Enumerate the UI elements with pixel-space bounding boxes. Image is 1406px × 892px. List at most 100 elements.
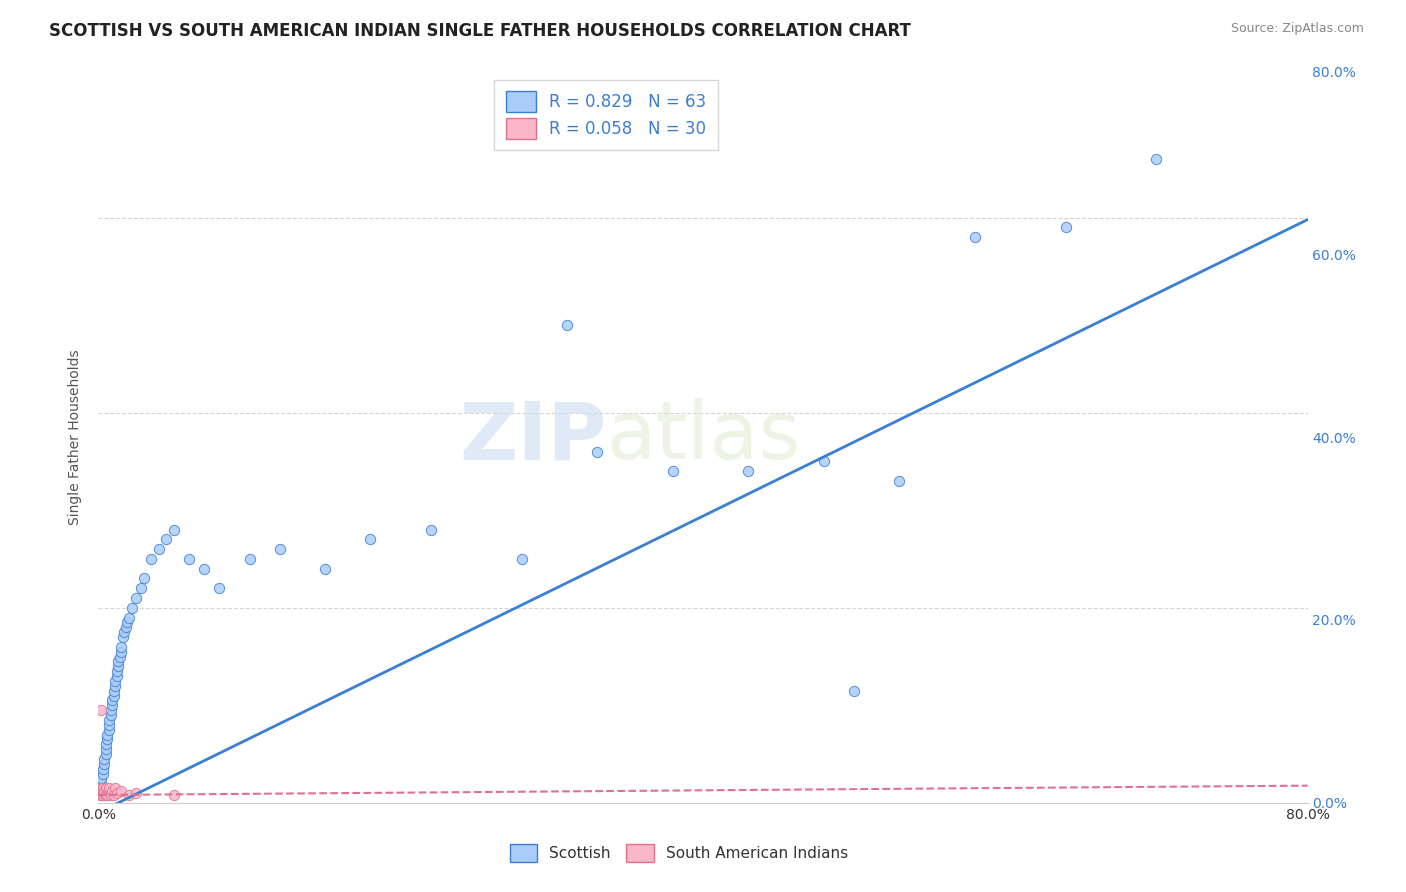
Point [193,562,215,576]
Point [89,784,111,798]
Point [110,784,132,798]
Point [98,718,121,732]
Point [555,318,578,332]
Point [89,786,111,800]
Point [89,786,111,800]
Point [98,713,121,727]
Point [89,781,111,796]
Point [104,781,127,796]
Point [100,703,122,717]
Point [87,781,110,796]
Point [114,620,136,634]
Point [98,781,121,796]
Point [844,683,866,698]
Point [89,788,111,802]
Point [90,784,112,798]
Point [125,786,148,800]
Point [118,788,141,802]
Point [889,474,911,488]
Point [96,788,118,802]
Point [586,444,609,458]
Point [101,698,124,713]
Point [115,615,138,630]
Text: Source: ZipAtlas.com: Source: ZipAtlas.com [1230,22,1364,36]
Point [103,788,125,802]
Point [101,693,124,707]
Point [129,581,152,595]
Point [269,542,291,557]
Point [208,581,231,595]
Point [179,552,201,566]
Point [737,464,759,478]
Point [93,786,115,800]
Point [96,732,118,747]
Point [93,784,115,798]
Point [104,673,127,688]
Point [420,523,443,537]
Point [107,654,129,668]
Point [965,230,987,244]
Point [118,610,141,624]
Point [98,723,121,737]
Legend: Scottish, South American Indians: Scottish, South American Indians [503,838,853,868]
Point [1054,220,1077,235]
Point [110,645,132,659]
Point [90,786,112,800]
Point [148,542,170,557]
Point [90,776,112,790]
Point [96,727,118,741]
Point [93,752,115,766]
Point [108,649,131,664]
Point [94,747,117,761]
Point [96,786,118,800]
Point [105,786,128,800]
Point [141,552,163,566]
Point [93,756,115,771]
Point [360,533,382,547]
Point [98,784,121,798]
Point [813,454,835,468]
Point [125,591,148,605]
Point [1144,152,1167,166]
Point [90,781,112,796]
Y-axis label: Single Father Households: Single Father Households [69,350,83,524]
Point [94,737,117,751]
Point [101,784,124,798]
Point [111,630,134,644]
Point [90,703,112,717]
Point [90,772,112,786]
Point [103,683,125,698]
Point [94,781,117,796]
Point [94,742,117,756]
Point [112,625,135,640]
Point [100,786,122,800]
Point [132,572,155,586]
Point [163,523,186,537]
Point [110,640,132,654]
Text: SCOTTISH VS SOUTH AMERICAN INDIAN SINGLE FATHER HOUSEHOLDS CORRELATION CHART: SCOTTISH VS SOUTH AMERICAN INDIAN SINGLE… [49,22,911,40]
Point [91,781,114,796]
Point [314,562,336,576]
Point [91,766,114,780]
Point [94,788,117,802]
Point [103,689,125,703]
Point [239,552,262,566]
Point [510,552,533,566]
Point [661,464,683,478]
Point [91,788,114,802]
Point [100,788,122,802]
Point [105,669,128,683]
Point [163,788,186,802]
Point [104,679,127,693]
Text: atlas: atlas [606,398,800,476]
Point [155,533,177,547]
Point [121,600,143,615]
Point [100,708,122,723]
Point [87,786,110,800]
Text: ZIP: ZIP [458,398,606,476]
Point [107,659,129,673]
Point [91,786,114,800]
Point [91,762,114,776]
Point [105,664,128,678]
Point [90,788,112,802]
